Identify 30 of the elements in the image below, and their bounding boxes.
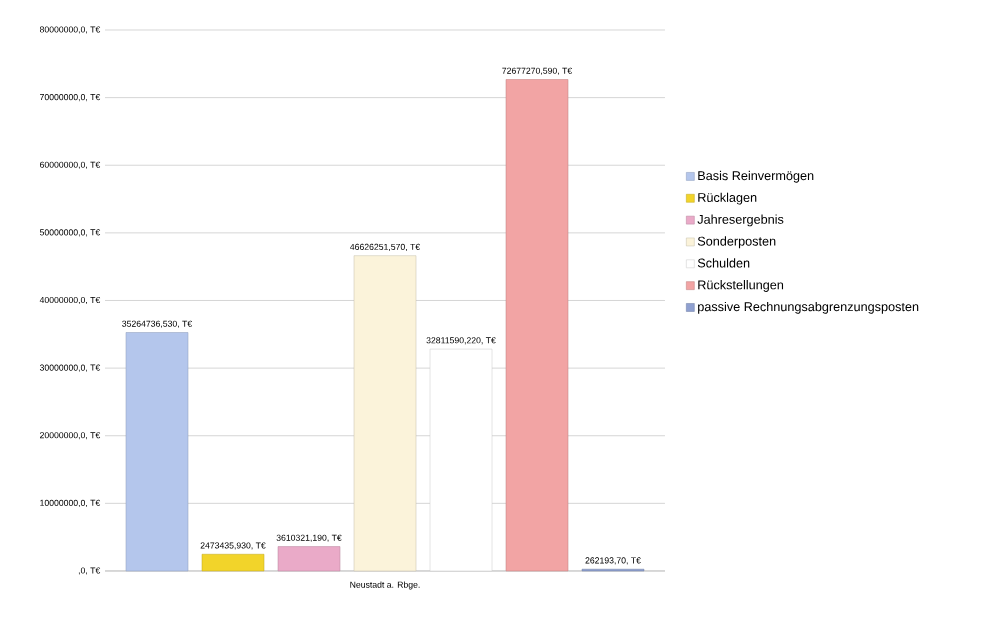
- legend-label: Rücklagen: [698, 192, 757, 205]
- data-label: 72677270,590, T€: [502, 67, 573, 75]
- bar: [353, 255, 417, 572]
- y-tick-label: 50000000,0, T€: [39, 229, 101, 237]
- data-label: 46626251,570, T€: [350, 243, 421, 251]
- bar: [505, 79, 569, 572]
- legend-label: Basis Reinvermögen: [698, 170, 814, 183]
- data-label: 262193,70, T€: [585, 557, 641, 565]
- legend-label: Sonderposten: [697, 236, 776, 249]
- data-label: 32811590,220, T€: [426, 337, 496, 345]
- x-tick-label: Neustadt a. Rbge.: [350, 581, 420, 590]
- bar: [429, 348, 493, 572]
- y-tick-label: 20000000,0, T€: [40, 432, 101, 440]
- y-tick-label: 60000000,0, T€: [40, 161, 101, 169]
- bar: [277, 546, 341, 572]
- y-tick-label: 30000000,0, T€: [39, 364, 101, 372]
- y-tick-label: 70000000,0, T€: [40, 94, 101, 102]
- legend-label: passive Rechnungsabgrenzungsposten: [698, 301, 919, 314]
- y-tick-label: 80000000,0, T€: [39, 26, 101, 34]
- legend-label: Schulden: [697, 258, 750, 268]
- y-tick-label: ,0, T€: [78, 567, 101, 575]
- bar: [125, 332, 189, 572]
- data-label: 3610321,190, T€: [276, 534, 342, 542]
- y-tick-label: 10000000,0, T€: [40, 499, 101, 507]
- data-label: 35264736,530, T€: [122, 320, 193, 328]
- legend-label: Jahresergebnis: [697, 214, 784, 227]
- legend-label: Rückstellungen: [698, 280, 784, 292]
- bar: [201, 553, 265, 572]
- y-tick-label: 40000000,0, T€: [39, 296, 101, 305]
- data-label: 2473435,930, T€: [200, 542, 266, 550]
